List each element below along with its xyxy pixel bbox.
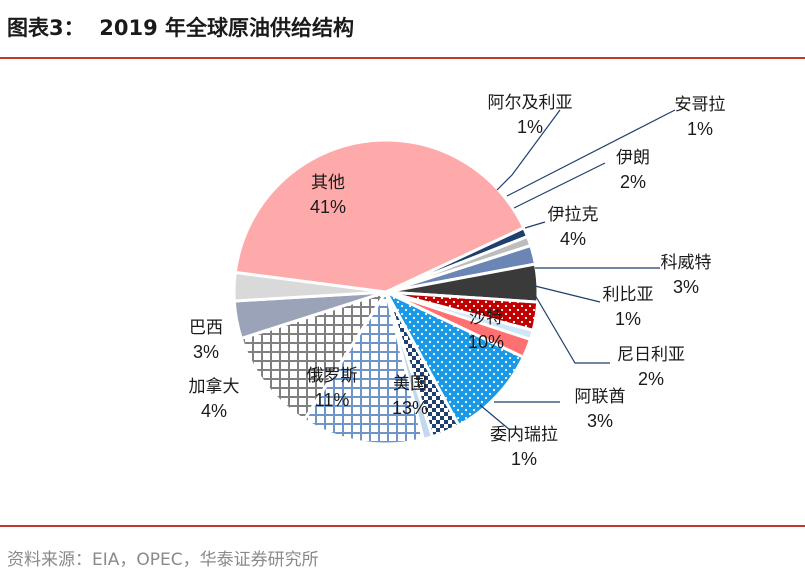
leader-line-2 [513,162,606,209]
slice-10 [302,290,425,446]
leader-line-9 [479,404,511,431]
leader-line-0 [496,109,561,191]
figure-title: 图表3： 2019 年全球原油供给结构 [7,16,354,40]
slice-value-1: 1% [687,119,713,139]
slice-value-5: 1% [615,309,641,329]
slice-label-10: 美国 [393,374,427,394]
slice-label-2: 伊朗 [616,148,650,168]
slice-value-0: 1% [517,117,543,137]
slice-value-10: 13% [392,398,428,418]
slice-label-4: 科威特 [661,253,712,273]
slice-value-8: 3% [587,411,613,431]
slice-label-6: 尼日利亚 [617,345,685,365]
slice-label-13: 巴西 [189,318,223,338]
footer-divider [0,525,805,527]
slice-label-9: 委内瑞拉 [490,425,558,445]
slice-value-3: 4% [560,229,586,249]
slice-value-9: 1% [511,449,537,469]
slice-value-14: 41% [310,197,346,217]
slice-value-7: 10% [468,332,504,352]
slice-label-7: 沙特 [469,308,503,328]
slice-label-3: 伊拉克 [548,205,599,225]
leader-line-5 [534,285,601,303]
slice-label-11: 俄罗斯 [307,366,358,386]
slice-value-13: 3% [193,342,219,362]
slice-7 [384,290,525,427]
slice-value-11: 11% [315,390,350,410]
slice-value-2: 2% [620,172,646,192]
slice-label-5: 利比亚 [603,285,654,305]
slice-value-4: 3% [673,277,699,297]
slice-value-12: 4% [201,401,227,421]
slice-value-6: 2% [638,369,664,389]
slice-label-1: 安哥拉 [675,95,726,115]
leader-line-6 [534,294,610,364]
leader-line-1 [506,109,676,197]
slice-11 [239,290,388,422]
slice-label-0: 阿尔及利亚 [488,93,573,113]
slice-label-14: 其他 [311,173,345,193]
leader-line-3 [524,221,546,229]
title-divider [0,57,805,59]
source-note: 资料来源：EIA，OPEC，华泰证券研究所 [7,550,319,570]
slice-label-12: 加拿大 [189,376,240,397]
slice-14 [233,138,526,294]
slice-label-8: 阿联酋 [575,387,626,407]
